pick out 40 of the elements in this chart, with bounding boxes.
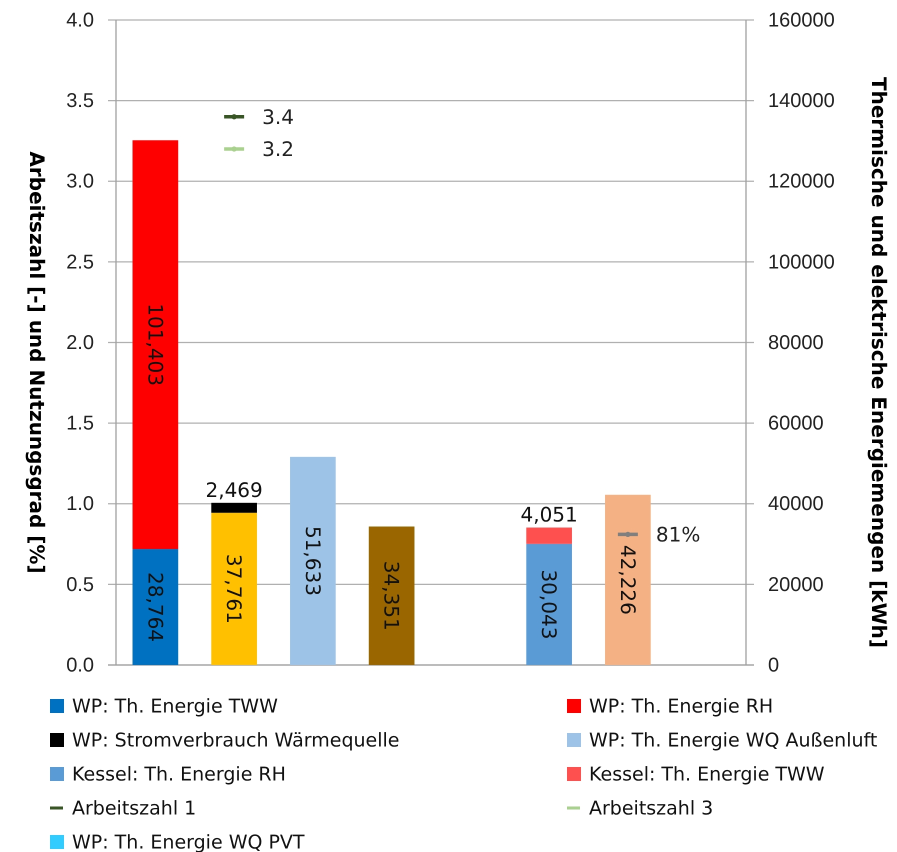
y-tick-label: 4.0 (66, 9, 94, 32)
legend-label: Arbeitszahl 3 (589, 798, 714, 820)
legend-label: Arbeitszahl 1 (72, 798, 196, 820)
y-tick-label: 2.0 (66, 332, 94, 354)
y2-tick-label: 140000 (768, 90, 835, 112)
y2-tick-label: 120000 (768, 170, 835, 193)
y-tick-label: 3.5 (66, 90, 94, 112)
y-tick-label: 3.0 (66, 170, 94, 193)
legend-label: WP: Th. Energie RH (589, 696, 774, 718)
y-tick-label: 1.0 (66, 493, 94, 516)
y2-tick-label: 40000 (768, 493, 824, 516)
legend-label: WP: Th. Energie WQ Außenluft (589, 730, 878, 752)
data-label: 101,403 (143, 303, 168, 386)
legend-label: WP: Th. Energie TWW (72, 696, 278, 718)
data-label: 28,764 (143, 572, 168, 642)
data-label: 4,051 (520, 502, 578, 527)
y2-tick-label: 20000 (768, 574, 824, 596)
y2-axis-title: Thermische und elektrische Energiemengen [kWh] (867, 76, 891, 648)
legend-label: Kessel: Th. Energie TWW (589, 764, 825, 786)
y-tick-label: 0.5 (66, 574, 94, 596)
data-label: 30,043 (537, 569, 562, 640)
data-label: 2,469 (205, 478, 263, 502)
y2-tick-label: 100000 (768, 251, 835, 274)
y-tick-label: 1.5 (66, 412, 94, 435)
data-label: 51,633 (300, 526, 325, 596)
legend-label: Kessel: Th. Energie RH (72, 764, 286, 786)
data-label: 3.2 (262, 137, 294, 161)
y-axis-title: Arbeitszahl [-] und Nutzungsgrad [%] (25, 151, 49, 574)
data-label: 42,226 (616, 544, 640, 615)
y-tick-label: 0.0 (66, 654, 94, 676)
data-label: 37,761 (222, 554, 246, 624)
data-label: 81% (656, 522, 700, 546)
y2-tick-label: 60000 (768, 412, 824, 435)
data-label: 34,351 (380, 560, 404, 631)
data-label: 3.4 (262, 104, 294, 129)
y2-tick-label: 0 (768, 654, 780, 676)
y2-tick-label: 160000 (768, 9, 835, 32)
y-tick-label: 2.5 (66, 251, 94, 274)
y2-tick-label: 80000 (768, 332, 824, 354)
legend-label: WP: Stromverbrauch Wärmequelle (72, 730, 400, 752)
